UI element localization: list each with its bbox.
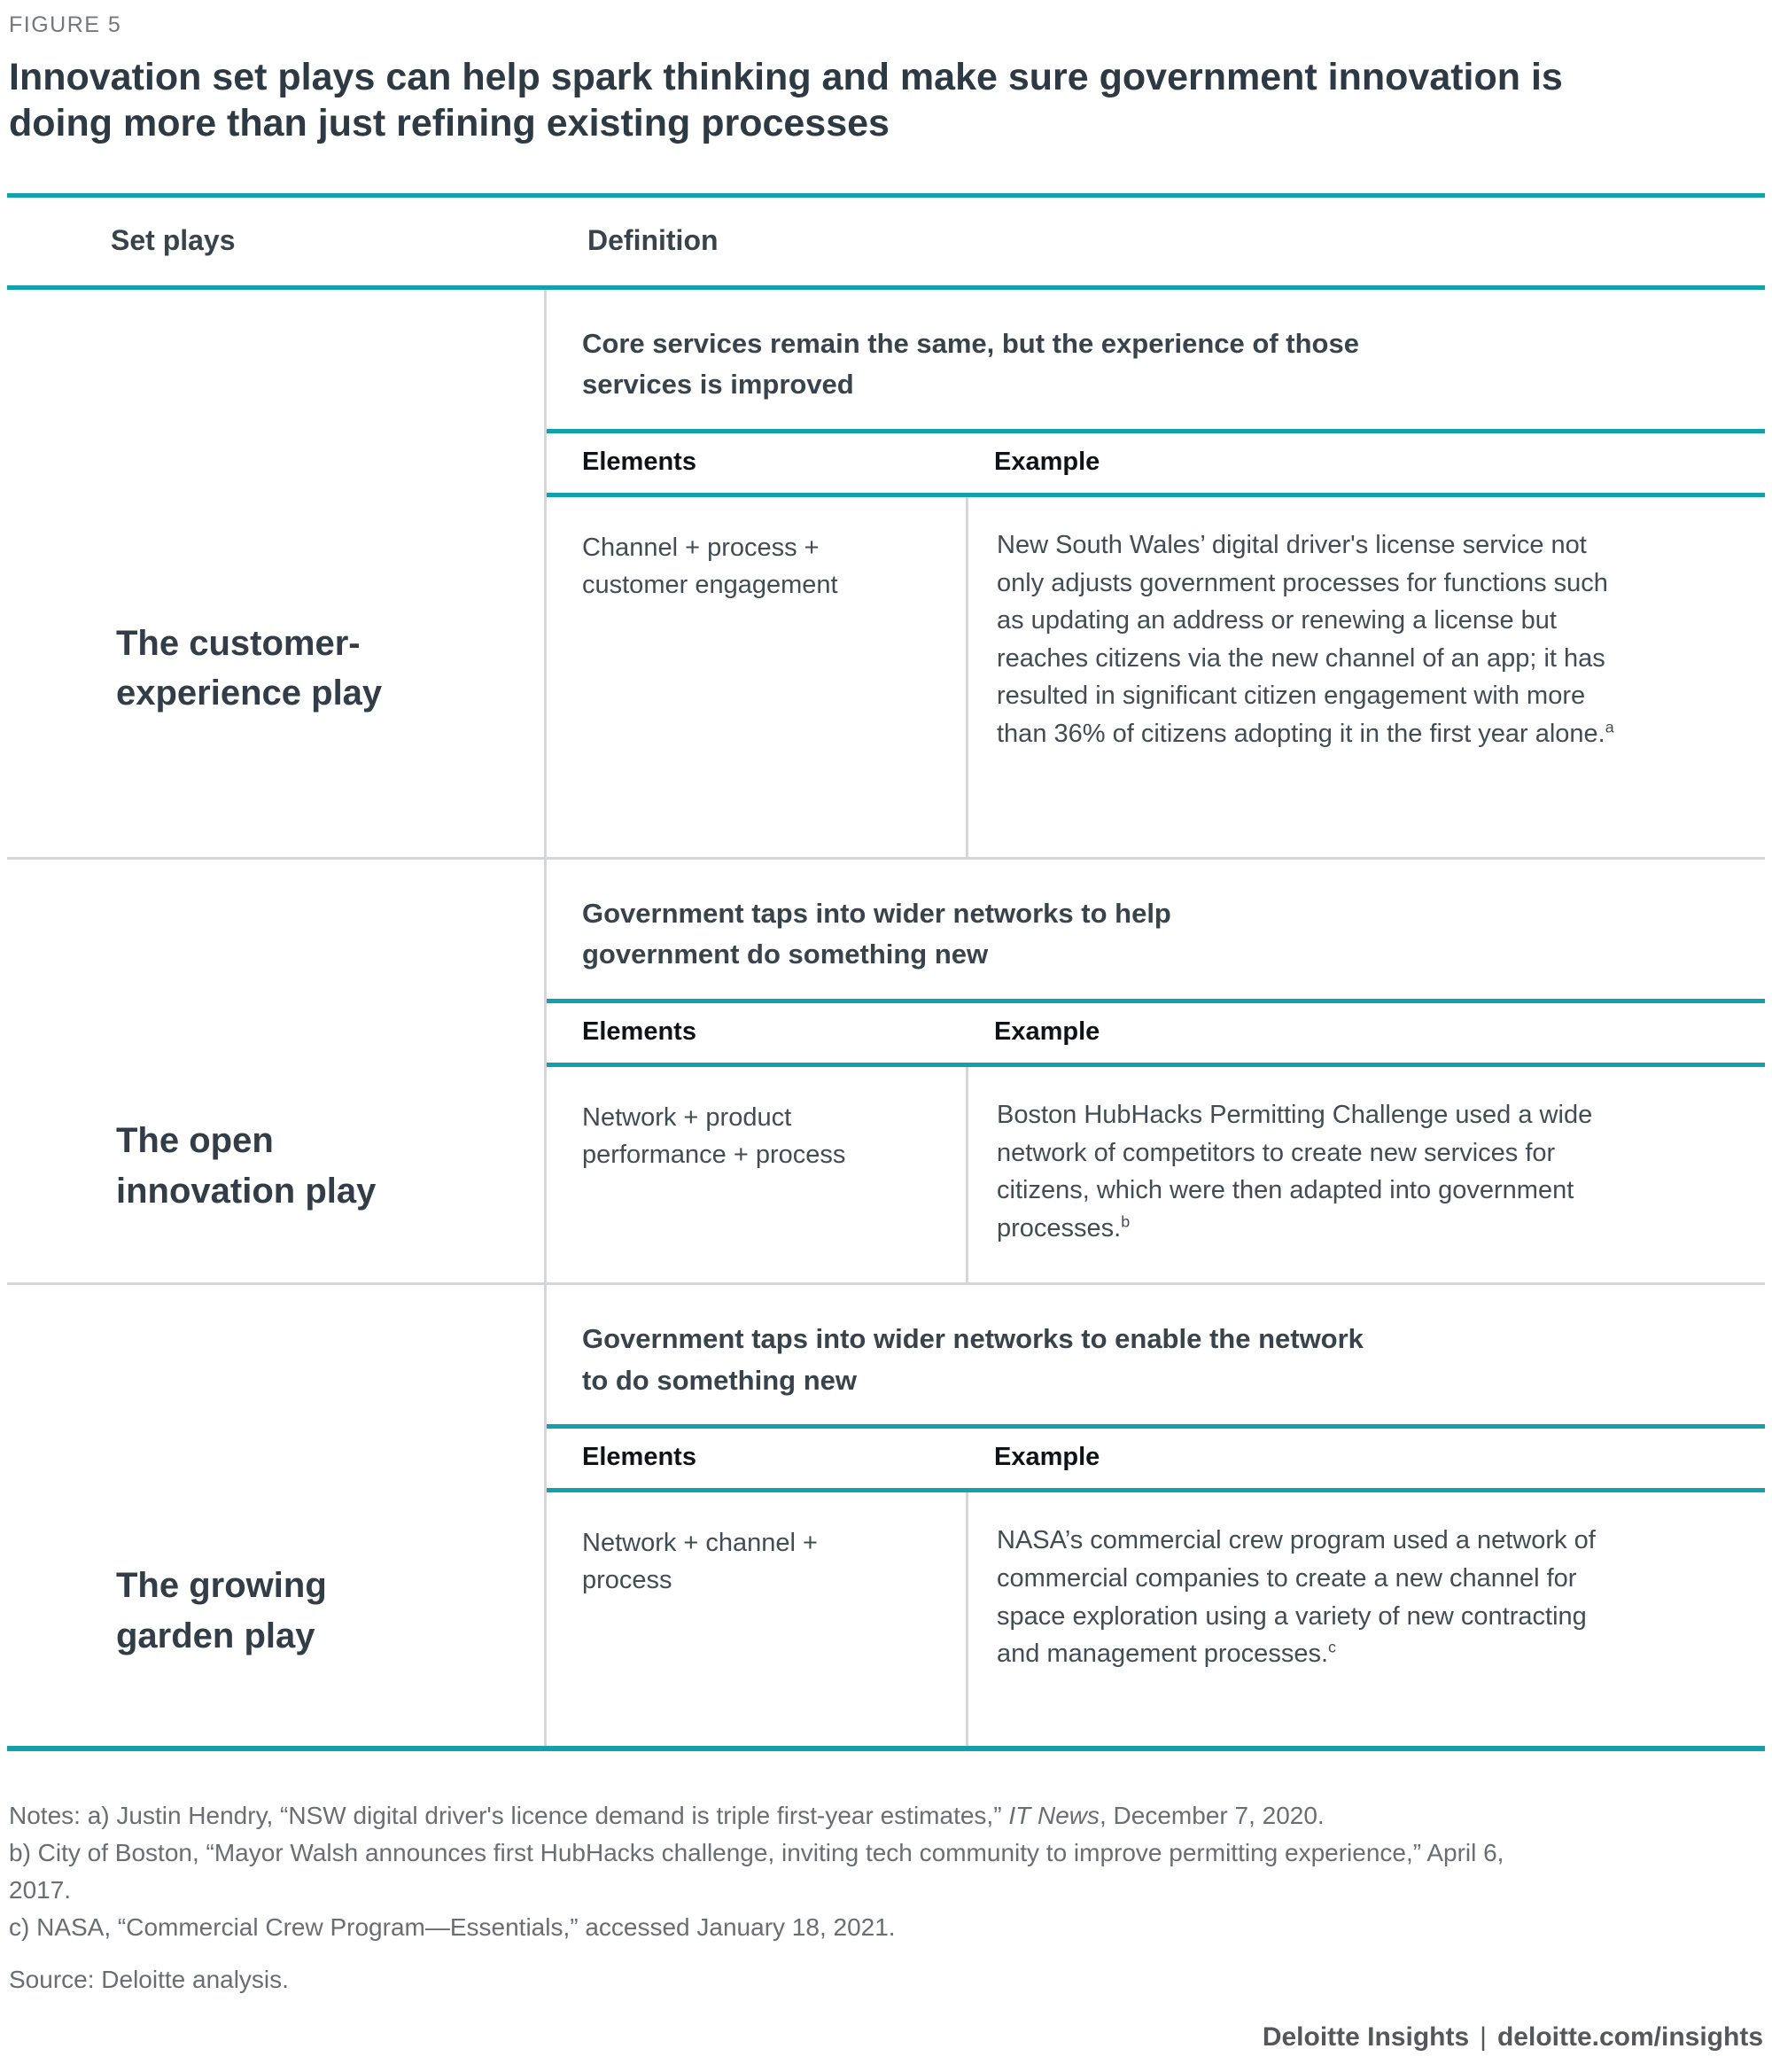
play-cell: The open innovation play — [7, 859, 547, 1283]
play-cell: The customer-experience play — [7, 289, 547, 857]
elements-header: Elements — [582, 447, 696, 476]
note-a-text: Notes: a) Justin Hendry, “NSW digital dr… — [9, 1802, 1009, 1830]
play-label: The customer-experience play — [116, 623, 383, 713]
example-paragraph: New South Wales’ digital driver's licens… — [997, 526, 1617, 753]
example-paragraph: NASA’s commercial crew program used a ne… — [997, 1522, 1617, 1673]
definition-cell: Government taps into wider networks to e… — [547, 1285, 1765, 1747]
note-b: b) City of Boston, “Mayor Walsh announce… — [9, 1839, 1504, 1905]
footer: Deloitte Insights | deloitte.com/insights — [1263, 2022, 1763, 2053]
note-ref-b: b — [1121, 1212, 1131, 1231]
note-a-publication: IT News — [1008, 1802, 1100, 1830]
elements-text: Network + channel + process — [582, 1529, 818, 1595]
table-row-customer-experience: The customer-experience play Core servic… — [7, 284, 1765, 857]
example-value: Boston HubHacks Permitting Challenge use… — [966, 1066, 1765, 1283]
example-text: NASA’s commercial crew program used a ne… — [997, 1526, 1596, 1669]
elements-text: Network + product performance + process — [582, 1102, 846, 1169]
elements-value: Network + product performance + process — [547, 1067, 966, 1283]
elements-header: Elements — [582, 1443, 696, 1472]
row-content: Network + product performance + process … — [547, 1066, 1765, 1283]
table-row-growing-garden: The growing garden play Government taps … — [7, 1282, 1765, 1747]
page-title: Innovation set plays can help spark thin… — [9, 56, 1563, 145]
definition-subtitle: Government taps into wider networks to e… — [582, 1323, 1364, 1396]
elements-text: Channel + process + customer engagement — [582, 533, 838, 599]
elements-header: Elements — [582, 1017, 696, 1046]
set-plays-table: Set plays Definition The customer-experi… — [7, 192, 1765, 1752]
note-c: c) NASA, “Commercial Crew Program—Essent… — [9, 1913, 896, 1942]
table-main-header: Set plays Definition — [7, 198, 1765, 285]
example-value: New South Wales’ digital driver's licens… — [966, 496, 1765, 857]
sub-header-row: Elements Example — [547, 998, 1765, 1067]
elements-value: Network + channel + process — [547, 1492, 966, 1746]
definition-subtitle: Government taps into wider networks to h… — [582, 897, 1171, 970]
example-text: Boston HubHacks Permitting Challenge use… — [997, 1100, 1593, 1242]
play-label: The growing garden play — [116, 1566, 327, 1655]
example-value: NASA’s commercial crew program used a ne… — [966, 1492, 1765, 1747]
note-a-date: , December 7, 2020. — [1100, 1802, 1325, 1830]
play-label: The open innovation play — [116, 1121, 377, 1211]
footer-separator: | — [1480, 2022, 1487, 2052]
source-line: Source: Deloitte analysis. — [9, 1966, 289, 1994]
note-ref-a: a — [1605, 718, 1614, 736]
sub-header-row: Elements Example — [547, 428, 1765, 497]
table-row-open-innovation: The open innovation play Government taps… — [7, 856, 1765, 1283]
definition-cell: Government taps into wider networks to h… — [547, 860, 1765, 1283]
example-paragraph: Boston HubHacks Permitting Challenge use… — [997, 1096, 1617, 1248]
footer-url: deloitte.com/insights — [1496, 2022, 1763, 2052]
figure-label: FIGURE 5 — [9, 12, 122, 37]
example-text: New South Wales’ digital driver's licens… — [997, 530, 1608, 749]
example-header: Example — [994, 1443, 1100, 1472]
footer-brand: Deloitte Insights — [1262, 2022, 1470, 2052]
row-content: Channel + process + customer engagement … — [547, 496, 1765, 857]
definition-subtitle: Core services remain the same, but the e… — [582, 327, 1359, 401]
figure-page: FIGURE 5 Innovation set plays can help s… — [7, 12, 1765, 2052]
definition-cell: Core services remain the same, but the e… — [547, 290, 1765, 857]
note-a: Notes: a) Justin Hendry, “NSW digital dr… — [9, 1797, 1542, 1834]
elements-value: Channel + process + customer engagement — [547, 497, 966, 857]
row-content: Network + channel + process NASA’s comme… — [547, 1492, 1765, 1747]
note-ref-c: c — [1328, 1638, 1336, 1656]
column-header-definition: Definition — [587, 223, 719, 256]
notes-block: Notes: a) Justin Hendry, “NSW digital dr… — [9, 1797, 1542, 1946]
column-header-set-plays: Set plays — [111, 223, 236, 256]
play-cell: The growing garden play — [7, 1285, 547, 1747]
example-header: Example — [994, 1017, 1100, 1046]
example-header: Example — [994, 447, 1100, 476]
sub-header-row: Elements Example — [547, 1424, 1765, 1493]
